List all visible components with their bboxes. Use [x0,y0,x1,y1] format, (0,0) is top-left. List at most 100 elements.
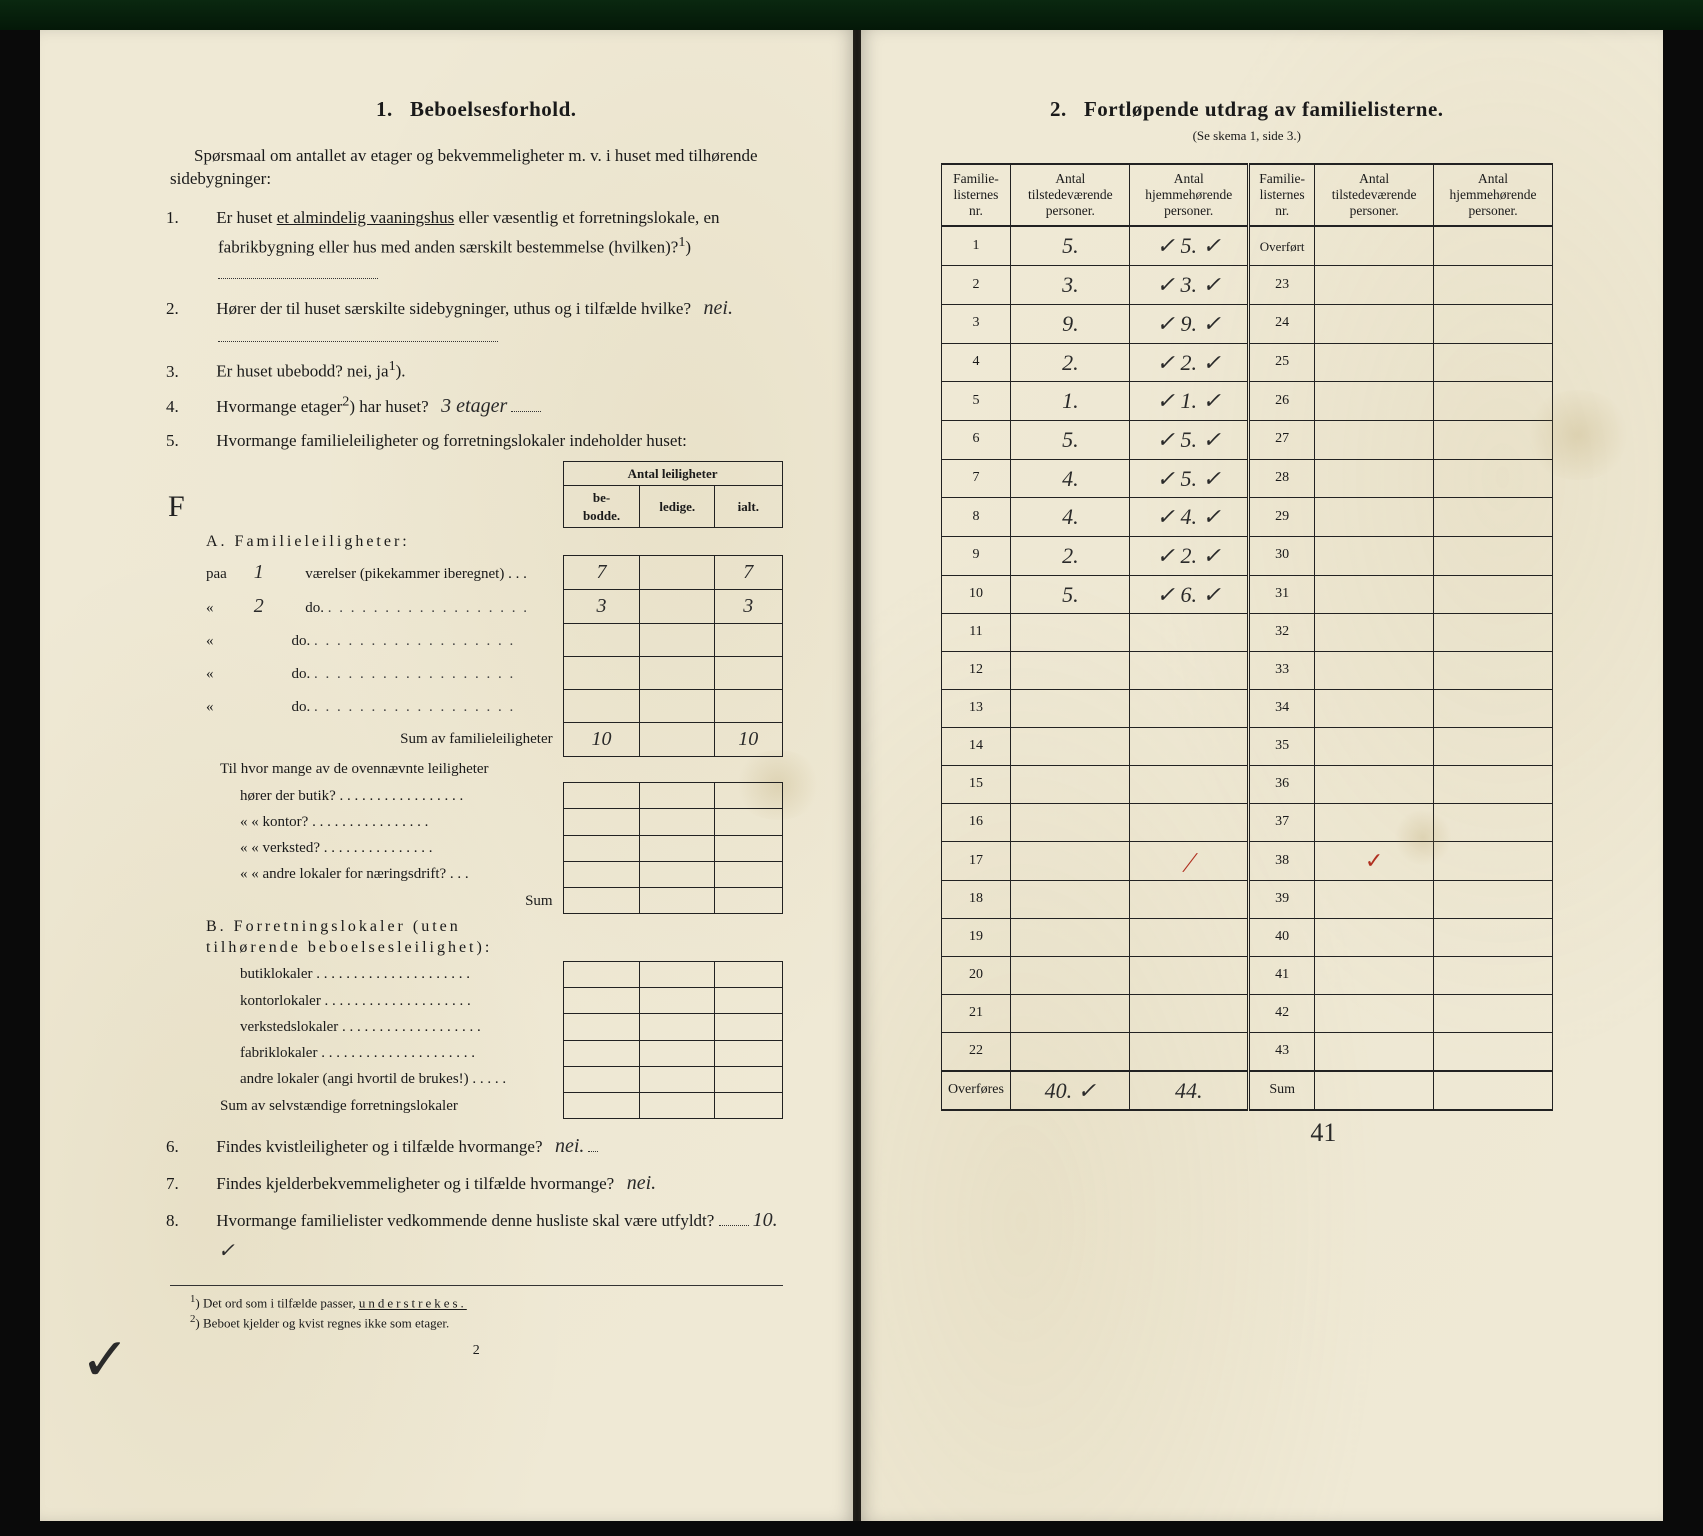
sum-a: 40. ✓ [1011,1071,1130,1111]
b-row: andre lokaler (angi hvortil de brukes!) … [206,1066,563,1092]
fam-b-r [1434,304,1553,343]
fam-a-r [1315,995,1434,1033]
q3-text: Er huset ubebodd? nei, ja [216,362,388,381]
a-bebodde [563,689,640,722]
fam-b-r [1434,690,1553,728]
fam-nr-r: 40 [1249,919,1315,957]
q3: 3. Er huset ubebodd? nei, ja1). [192,356,783,385]
below-sum: 41 [1094,1115,1553,1150]
fam-nr-l: 13 [941,690,1011,728]
fam-nr-l: 22 [941,1033,1011,1071]
fam-nr-l: 10 [941,575,1011,614]
fam-nr-l: 19 [941,919,1011,957]
sum-fam-bebodde: 10 [563,722,640,756]
book-spine [853,30,861,1521]
fam-nr-r: 41 [1249,957,1315,995]
fam-a: 2. [1011,343,1130,382]
fam-b: ✓ 4. ✓ [1130,498,1249,537]
a-ialt: 3 [715,589,782,623]
fam-b-r [1434,1033,1553,1071]
q6-ans: nei. [551,1135,588,1157]
fam-a-r [1315,266,1434,305]
q4: 4. Hvormange etager2) har huset? 3 etage… [192,391,783,422]
fn1-u: understrekes. [359,1296,467,1311]
fam-a-r [1315,690,1434,728]
fam-nr-l: 2 [941,266,1011,305]
mini-table-wrap: F Antal leiligheter be-bodde. ledige. ia… [206,461,783,1120]
leiligheter-table: Antal leiligheter be-bodde. ledige. ialt… [206,461,783,1120]
fam-a-r [1315,652,1434,690]
fam-nr-r: 34 [1249,690,1315,728]
fam-a-r [1315,575,1434,614]
fam-nr-r: 23 [1249,266,1315,305]
fam-b-r [1434,226,1553,265]
a-ialt: 7 [715,555,782,589]
fam-nr-r: 42 [1249,995,1315,1033]
q4-sup: 2 [342,394,349,410]
fam-a: 5. [1011,226,1130,265]
right-page: 2. Fortløpende utdrag av familielisterne… [861,30,1664,1521]
a-ledige [640,689,715,722]
h6: Antalhjemmehørendepersoner. [1434,164,1553,227]
fam-b-r [1434,459,1553,498]
fam-nr-l: 9 [941,536,1011,575]
a-bebodde [563,623,640,656]
fam-b [1130,881,1249,919]
q2-answer: nei. [700,297,737,319]
a-ledige [640,589,715,623]
fam-nr-r: 26 [1249,382,1315,421]
fam-b-r [1434,995,1553,1033]
fam-nr-l: 11 [941,614,1011,652]
q6: 6. Findes kvistleiligheter og i tilfælde… [192,1131,783,1162]
fam-b: ✓ 5. ✓ [1130,226,1249,265]
fam-a-r [1315,304,1434,343]
q7-ans: nei. [623,1172,660,1194]
fam-b-r [1434,919,1553,957]
a-ialt [715,656,782,689]
fam-b [1130,614,1249,652]
fam-b [1130,690,1249,728]
fam-nr-r: 39 [1249,881,1315,919]
left-title: 1. Beboelsesforhold. [170,95,783,123]
h2: Antaltilstedeværendepersoner. [1011,164,1130,227]
a-ialt [715,689,782,722]
a-bebodde: 3 [563,589,640,623]
fam-nr-l: 14 [941,728,1011,766]
mid-row: « « verksted? . . . . . . . . . . . . . … [206,835,563,861]
col-ledige: ledige. [640,486,715,528]
fam-a-r [1315,728,1434,766]
fam-b [1130,919,1249,957]
fam-a [1011,766,1130,804]
fn2-text: Beboet kjelder og kvist regnes ikke som … [203,1316,449,1331]
right-title-num: 2. [1050,97,1067,121]
fam-b-r [1434,266,1553,305]
fam-b-r [1434,536,1553,575]
fam-a [1011,842,1130,881]
fam-a: 4. [1011,498,1130,537]
questions-list-2: 6. Findes kvistleiligheter og i tilfælde… [192,1131,783,1267]
fam-nr-l: 21 [941,995,1011,1033]
fam-b-r [1434,728,1553,766]
q1-underline: et almindelig vaaningshus [277,208,455,227]
fam-nr-l: 16 [941,804,1011,842]
a-ledige [640,656,715,689]
fam-a-r [1315,957,1434,995]
fam-nr-l: 8 [941,498,1011,537]
fam-nr-l: 1 [941,226,1011,265]
q1-sup: 1 [678,234,685,250]
fam-a [1011,957,1130,995]
col-bebodde: be-bodde. [563,486,640,528]
mid-row: Til hvor mange av de ovennævnte leilighe… [206,756,563,782]
fam-b [1130,652,1249,690]
fam-a-r [1315,766,1434,804]
fam-nr-r: 27 [1249,420,1315,459]
fam-b-r [1434,614,1553,652]
col-ialt: ialt. [715,486,782,528]
fam-b: ╱ [1130,842,1249,881]
fam-nr-r: 30 [1249,536,1315,575]
a-bebodde: 7 [563,555,640,589]
fam-nr-l: 15 [941,766,1011,804]
a-ledige [640,555,715,589]
fam-a [1011,919,1130,957]
mid-row: hører der butik? . . . . . . . . . . . .… [206,783,563,809]
